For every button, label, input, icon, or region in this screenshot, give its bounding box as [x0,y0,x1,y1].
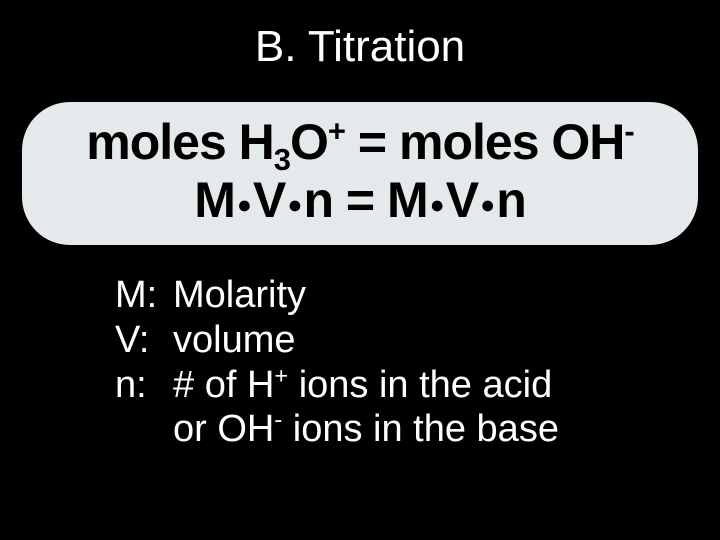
definition-v: V: volume [115,318,720,363]
slide-title: B. Titration [0,0,720,72]
formula-box: moles H3O+ = moles OH- M●V●n = M●V●n [20,100,700,247]
definitions-block: M: Molarity V: volume n: # of H+ ions in… [115,273,720,452]
definition-n-2: or OH- ions in the base [115,407,720,452]
formula-line-2: M●V●n = M●V●n [32,172,688,230]
definition-n-1: n: # of H+ ions in the acid [115,363,720,408]
formula-line-1: moles H3O+ = moles OH- [32,114,688,172]
definition-m: M: Molarity [115,273,720,318]
